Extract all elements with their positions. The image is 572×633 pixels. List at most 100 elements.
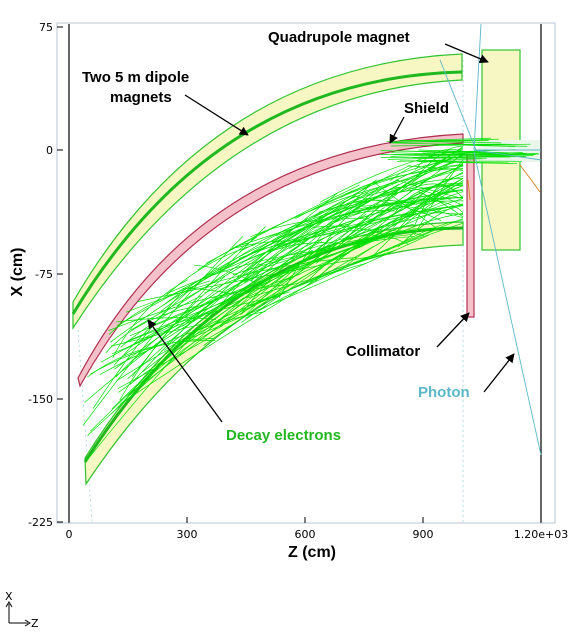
electron-track [347,185,436,254]
electron-track [130,228,306,331]
electron-track [205,184,360,264]
electron-track [240,198,464,284]
electron-track [352,222,464,264]
x-tick-label: 0 [66,528,73,541]
photon-arrow [483,353,515,393]
decay-electron-tracks [82,137,540,461]
x-tick-label: 600 [295,528,316,541]
electron-track [82,236,244,426]
photon-tracks [439,23,542,456]
x-axis-title: Z (cm) [288,544,336,561]
shield-label: Shield [404,100,449,117]
electron-track [269,242,363,253]
shield-arrow [389,116,405,144]
electron-track [239,190,409,252]
y-axis: 75 0 -75 -150 -225 [28,21,63,529]
electron-track [120,245,375,405]
electron-track [165,213,367,348]
x-tick-label: 1.20e+03 [514,528,568,541]
electron-track [397,203,464,248]
electron-track [317,234,386,253]
dashed-guide-2 [77,329,93,523]
electron-track [424,157,483,159]
electron-track [316,197,376,263]
electron-track [395,179,464,199]
electron-track [353,191,464,246]
electron-track [166,249,335,295]
electron-track [393,181,464,237]
x-tick-label: 900 [413,528,434,541]
electron-track [417,191,464,218]
electron-track [256,205,464,266]
electron-track [176,234,429,345]
electron-track [92,294,181,409]
electron-track [218,164,411,274]
electron-track [160,195,357,337]
electron-track [116,202,363,327]
electron-track [130,193,338,385]
electron-track [259,146,464,308]
electron-track [392,177,464,228]
electron-track [247,230,435,307]
electron-track [390,160,464,181]
orientation-indicator: X Z [5,590,39,630]
electron-track [295,162,455,234]
electron-track [111,243,302,410]
x-axis: 0 300 600 900 1.20e+03 [66,517,568,541]
electron-track [274,183,372,264]
electron-track [116,249,397,382]
electron-track [129,253,335,337]
electron-track [340,167,464,198]
electron-track [100,267,273,363]
electron-track [428,141,502,144]
electron-track [164,244,256,298]
electron-track [417,160,509,164]
y-tick-label: 0 [46,144,53,157]
electron-track [372,181,438,230]
shield [77,133,464,388]
electron-track [241,157,448,320]
electron-track [386,137,492,143]
electron-track [137,253,390,302]
electron-track [419,161,518,165]
electron-track [105,305,200,354]
electron-track [387,156,487,160]
y-tick-label: -225 [28,516,53,529]
electron-track [99,311,266,375]
electron-track [312,225,410,245]
electron-track [390,142,528,147]
x-tick-label: 300 [177,528,198,541]
electron-track [209,187,380,329]
dipole-magnet-upper-coil [71,70,463,315]
collimator [466,154,475,318]
y-axis-title: X (cm) [9,248,26,297]
electron-track [345,190,458,232]
electron-track [87,299,247,436]
dipole-label-line1: Two 5 m dipole [82,69,189,86]
electron-track [114,323,179,370]
collimator-arrow [436,312,470,348]
orientation-x-label: X [5,590,13,603]
y-tick-label: 75 [39,21,53,34]
orientation-z-label: Z [31,617,39,630]
electron-track [241,241,323,314]
electron-track [126,237,333,397]
electron-track [393,140,488,143]
electron-track [236,205,355,279]
y-tick-label: -150 [28,393,53,406]
electron-track [386,150,509,154]
dipole-arrow [184,94,249,136]
electron-track [414,159,464,236]
electron-track [123,183,400,356]
electron-track [133,249,313,360]
quadrupole-arrow [444,43,489,64]
electron-track [131,226,266,378]
electron-track [204,232,393,317]
electron-track [393,186,464,206]
photon-label: Photon [418,384,470,401]
electron-track [182,288,244,297]
electron-track [355,165,464,215]
electron-track [86,238,283,461]
dipole-label-line2: magnets [110,89,172,106]
